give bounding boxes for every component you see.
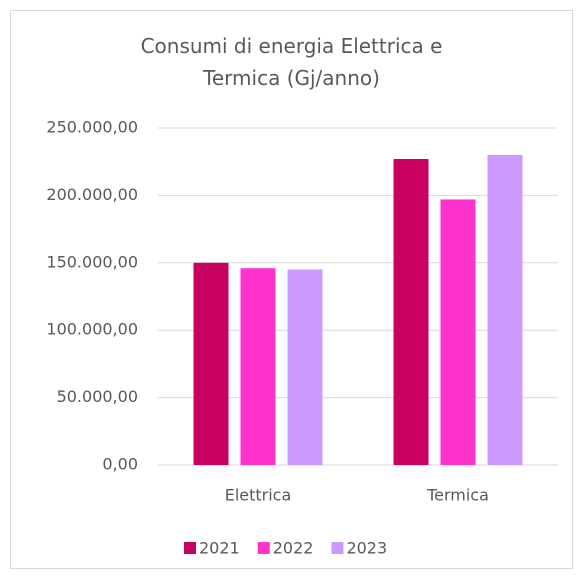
bar: [287, 269, 323, 465]
bar: [193, 262, 229, 465]
chart-title: Consumi di energia Elettrica e Termica (…: [140, 34, 443, 90]
y-tick-label: 150.000,00: [46, 252, 138, 271]
y-tick-label: 100.000,00: [46, 320, 138, 339]
bar: [393, 159, 429, 465]
y-tick-label: 50.000,00: [57, 387, 138, 406]
bar: [487, 154, 523, 465]
y-tick-label: 250.000,00: [46, 118, 138, 137]
y-tick-label: 200.000,00: [46, 185, 138, 204]
x-tick-label: Elettrica: [225, 486, 292, 505]
y-tick-label: 0,00: [102, 455, 138, 474]
legend-label: 2023: [346, 539, 387, 558]
bar: [440, 199, 476, 465]
legend-label: 2021: [199, 539, 240, 558]
legend-swatch: [184, 542, 196, 554]
legend-swatch: [257, 542, 270, 554]
bar: [240, 268, 276, 465]
x-tick-label: Termica: [426, 486, 489, 505]
legend-label: 2022: [273, 539, 314, 558]
legend-swatch: [331, 542, 344, 554]
